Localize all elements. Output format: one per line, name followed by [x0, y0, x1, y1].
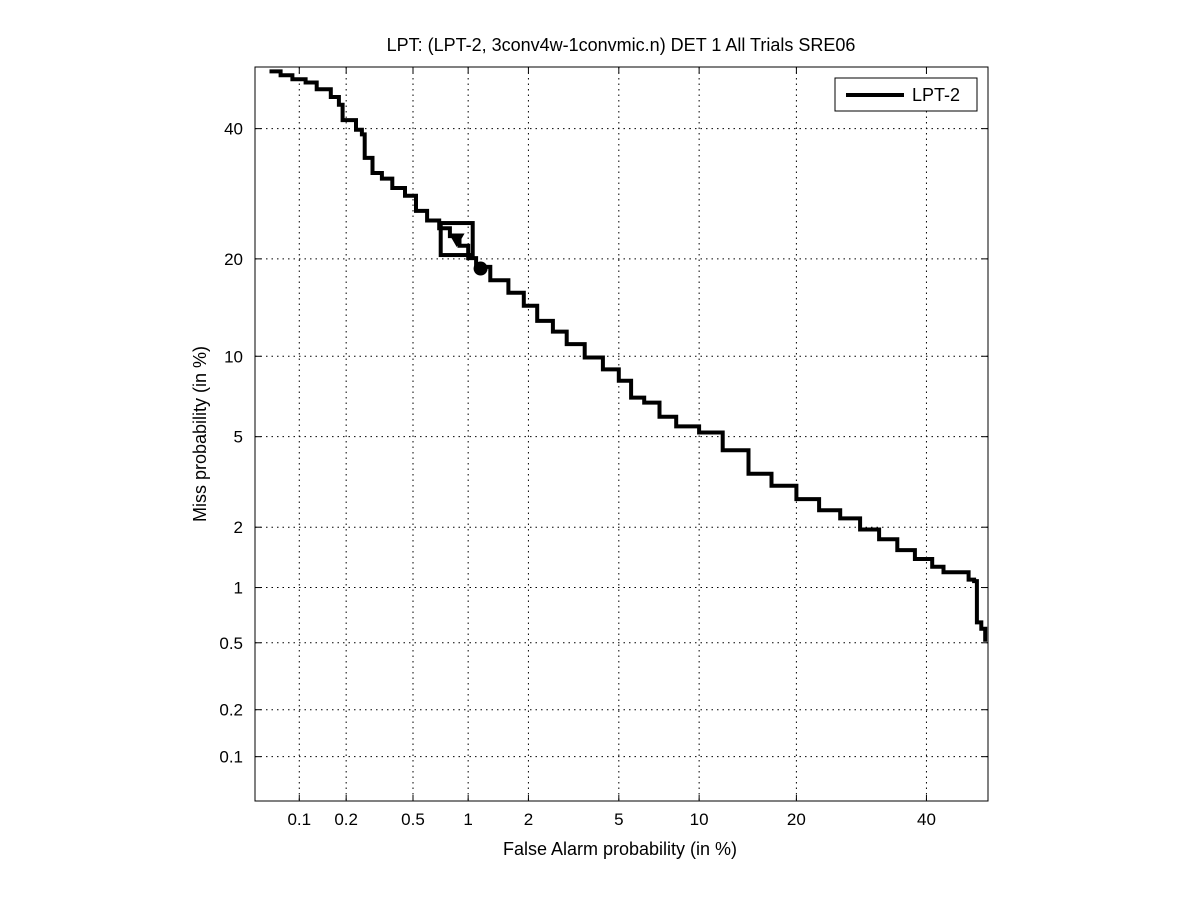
x-tick-label: 0.5: [401, 810, 425, 829]
y-tick-label: 40: [224, 120, 243, 139]
x-tick-label: 40: [917, 810, 936, 829]
y-tick-label: 0.2: [219, 701, 243, 720]
y-axis-title: Miss probability (in %): [190, 346, 210, 522]
y-tick-label: 20: [224, 250, 243, 269]
actual-decision-square-marker: [438, 221, 475, 258]
y-tick-label: 2: [234, 518, 243, 537]
x-tick-label: 20: [787, 810, 806, 829]
x-tick-label: 0.2: [334, 810, 358, 829]
x-tick-label: 10: [690, 810, 709, 829]
legend: LPT-2: [834, 77, 978, 112]
y-tick-label: 0.5: [219, 634, 243, 653]
x-tick-label: 1: [463, 810, 472, 829]
x-axis-title: False Alarm probability (in %): [503, 839, 737, 859]
x-tick-label: 2: [524, 810, 533, 829]
y-tick-label: 5: [234, 428, 243, 447]
x-tick-label: 0.1: [287, 810, 311, 829]
plot-frame: [254, 66, 989, 802]
min-dcf-circle-marker: [473, 261, 488, 276]
x-axis-ticks: 0.1 0.2 0.5 1 2 5 10 20 40: [287, 67, 936, 829]
y-tick-label: 0.1: [219, 748, 243, 767]
triangle-marker: [448, 233, 465, 248]
y-axis-ticks: 0.1 0.2 0.5 1 2 5 10 20 40: [219, 120, 988, 767]
legend-label-lpt-2: LPT-2: [912, 85, 960, 105]
grid-lines: [255, 67, 988, 801]
series-layer: [269, 69, 988, 642]
chart-title: LPT: (LPT-2, 3conv4w-1convmic.n) DET 1 A…: [387, 35, 856, 55]
x-tick-label: 5: [614, 810, 623, 829]
y-tick-label: 1: [234, 579, 243, 598]
y-tick-label: 10: [224, 347, 243, 366]
det-curve-lpt-2: [269, 69, 988, 642]
marker-layer: [438, 221, 488, 276]
